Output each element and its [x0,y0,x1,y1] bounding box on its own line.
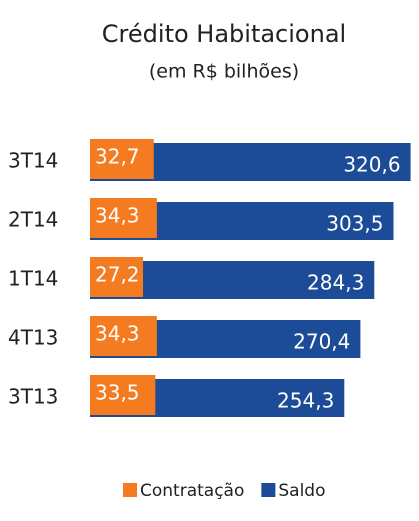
value-label: 32,7 [95,145,140,169]
category-label: 3T13 [8,385,58,409]
bar-contratacao [90,316,157,356]
value-label: 34,3 [95,204,140,228]
chart-title: Crédito Habitacional [102,20,346,48]
legend-label: Saldo [278,481,325,501]
value-label: 34,3 [95,322,140,346]
value-label: 320,6 [343,153,400,177]
category-label: 4T13 [8,326,58,350]
value-label: 254,3 [277,389,334,413]
value-label: 303,5 [326,212,383,236]
bar-contratacao [90,139,154,179]
legend-swatch [261,483,276,497]
category-label: 1T14 [8,267,58,291]
value-label: 33,5 [95,381,140,405]
bar-contratacao [90,198,157,238]
bar-contratacao [90,375,156,415]
category-label: 3T14 [8,149,58,173]
legend-swatch [123,483,137,497]
value-label: 270,4 [293,330,350,354]
value-label: 284,3 [307,271,364,295]
legend-label: Contratação [140,481,244,501]
category-label: 2T14 [8,208,58,232]
value-label: 27,2 [95,263,140,287]
bar-contratacao [90,257,144,297]
chart-subtitle: (em R$ bilhões) [149,61,299,83]
